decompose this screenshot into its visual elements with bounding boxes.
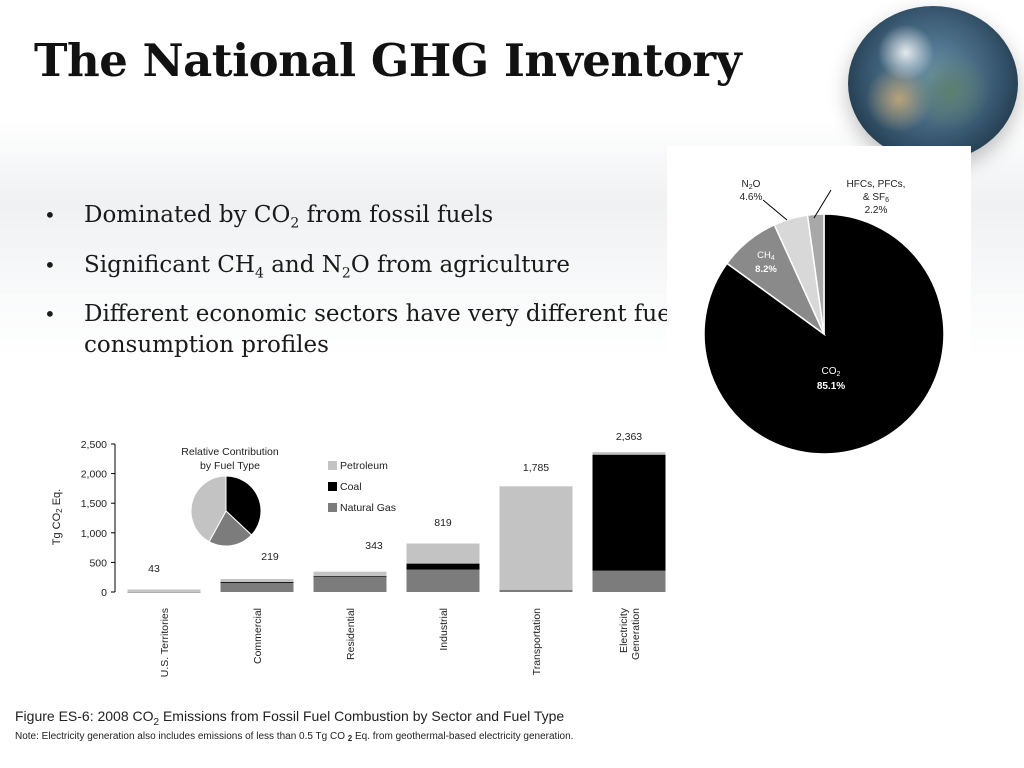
ch4-label: CH4	[757, 250, 775, 262]
bar-segment-petroleum	[127, 589, 201, 592]
bullet-text: O from agriculture	[350, 251, 570, 278]
inset-pie-slice-natural-gas	[208, 510, 253, 547]
inset-pie-slice-coal	[225, 475, 262, 536]
legend-label-petroleum: Petroleum	[340, 460, 388, 472]
bar-total-label: 43	[148, 563, 160, 575]
legend-swatch-natural-gas	[328, 503, 337, 512]
hfc-value: 2.2%	[865, 205, 888, 216]
y-tick-label: 1,000	[81, 528, 107, 540]
legend-swatch-coal	[328, 482, 337, 491]
bullet-subscript: 4	[254, 265, 264, 282]
bullet-subscript: 2	[341, 265, 351, 282]
bullet-subscript: 2	[290, 215, 300, 232]
category-label: Residential	[345, 608, 357, 660]
co2-label: CO2	[822, 366, 841, 378]
bar-total-label: 1,785	[523, 462, 549, 474]
bullet-item: • Different economic sectors have very d…	[44, 299, 684, 361]
n2o-label: N2O	[742, 179, 761, 191]
sector-bar-svg: Tg CO2 Eq. 0 500 1,000 1,500 2,000 2,500 43 21…	[51, 431, 666, 677]
sector-bar-chart: Tg CO2 Eq. 0 500 1,000 1,500 2,000 2,500 43 21…	[40, 425, 675, 695]
ghg-pie-svg: N2O 4.6% HFCs, PFCs, & SF6 2.2% CH4 8.2%…	[703, 179, 945, 455]
hfc-label: HFCs, PFCs,	[847, 179, 906, 190]
bar-segment-coal	[592, 454, 666, 571]
bar-segment-natural-gas	[220, 582, 294, 592]
inset-pie-slice-petroleum	[190, 475, 227, 543]
y-tick-label: 1,500	[81, 498, 107, 510]
figure-caption: Figure ES-6: 2008 CO2 Emissions from Fos…	[15, 708, 565, 728]
bar-total-label: 819	[434, 517, 452, 529]
bar-segment-coal	[313, 576, 387, 577]
category-label: Electricity	[618, 607, 630, 653]
hfc-leader-line	[813, 189, 832, 219]
category-label: U.S. Territories	[159, 608, 171, 677]
bar-segment-petroleum	[499, 486, 573, 590]
y-axis-label: Tg CO2 Eq.	[51, 489, 64, 545]
bullet-dot: •	[44, 302, 56, 327]
ch4-value: 8.2%	[755, 264, 777, 275]
slide-title: The National GHG Inventory	[34, 34, 742, 87]
legend-label-coal: Coal	[340, 481, 362, 493]
y-tick-label: 0	[101, 587, 107, 599]
category-label: Generation	[630, 608, 642, 660]
bar-total-label: 219	[261, 551, 279, 563]
n2o-leader-line	[762, 199, 788, 221]
bullet-text: Dominated by CO	[84, 202, 291, 228]
co2-value: 85.1%	[817, 381, 845, 392]
bar-segment-natural-gas	[499, 589, 573, 592]
bar-segment-petroleum	[313, 571, 387, 577]
bar-segment-natural-gas	[406, 569, 480, 592]
bar-segment-petroleum	[592, 452, 666, 455]
bar-segment-natural-gas	[313, 576, 387, 592]
bar-total-label: 343	[365, 540, 383, 552]
bar-segment-natural-gas	[592, 570, 666, 592]
bar-segment-coal	[220, 581, 294, 583]
bar-total-label: 2,363	[616, 431, 642, 443]
legend-swatch-petroleum	[328, 461, 337, 470]
figure-note: Note: Electricity generation also includ…	[15, 731, 574, 743]
bar-segment-petroleum	[406, 543, 480, 564]
bullet-item: • Significant CH4 and N2O from agricultu…	[44, 250, 684, 290]
bullet-text: from fossil fuels	[299, 202, 494, 228]
ghg-pie-chart: N2O 4.6% HFCs, PFCs, & SF6 2.2% CH4 8.2%…	[667, 146, 971, 480]
bullet-dot: •	[44, 252, 56, 277]
category-label: Industrial	[438, 608, 450, 651]
inset-title-line1: Relative Contribution	[181, 446, 279, 458]
bullet-text: and N	[263, 251, 342, 278]
bullet-text: Different economic sectors have very dif…	[84, 301, 679, 359]
bar-segment-natural-gas	[127, 591, 201, 593]
globe-image	[848, 6, 1018, 161]
bullet-list: • Dominated by CO2 from fossil fuels • S…	[44, 200, 684, 371]
category-label: Transportation	[531, 608, 543, 675]
bullet-text: Significant CH	[84, 251, 255, 278]
bullet-item: • Dominated by CO2 from fossil fuels	[44, 200, 684, 240]
y-tick-label: 2,500	[81, 439, 107, 451]
inset-title-line2: by Fuel Type	[200, 460, 260, 472]
category-label: Commercial	[252, 608, 264, 664]
bar-segment-petroleum	[220, 579, 294, 582]
bullet-dot: •	[44, 203, 56, 227]
y-tick-label: 2,000	[81, 469, 107, 481]
hfc-label-line2: & SF6	[863, 192, 889, 204]
n2o-value: 4.6%	[740, 192, 763, 203]
bar-segment-coal	[406, 563, 480, 570]
legend-label-natural-gas: Natural Gas	[340, 502, 396, 514]
y-tick-label: 500	[89, 557, 107, 569]
